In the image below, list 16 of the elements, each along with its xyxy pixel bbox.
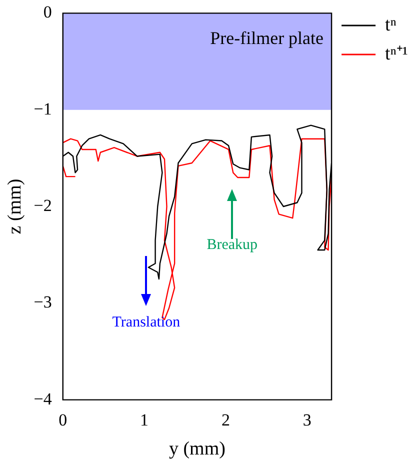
- x-tick-label: 1: [140, 410, 149, 430]
- legend-label: tⁿ: [385, 14, 396, 36]
- x-axis-title: y (mm): [168, 438, 226, 460]
- y-tick-label: 0: [43, 2, 52, 22]
- y-axis-title: z (mm): [4, 178, 26, 234]
- y-tick-label: −4: [34, 389, 52, 408]
- legend-label: tⁿ⁺¹: [385, 43, 408, 64]
- y-tick-label: −1: [34, 99, 52, 118]
- annotation: Breakup: [206, 237, 258, 254]
- band-label: Pre-filmer plate: [210, 28, 324, 48]
- x-tick-label: 0: [58, 410, 68, 430]
- x-tick-label: 2: [221, 410, 230, 430]
- annotation: Translation: [112, 314, 181, 330]
- x-tick-label: 3: [302, 410, 312, 430]
- y-tick-label: −3: [34, 292, 52, 312]
- y-tick-label: −2: [34, 196, 52, 215]
